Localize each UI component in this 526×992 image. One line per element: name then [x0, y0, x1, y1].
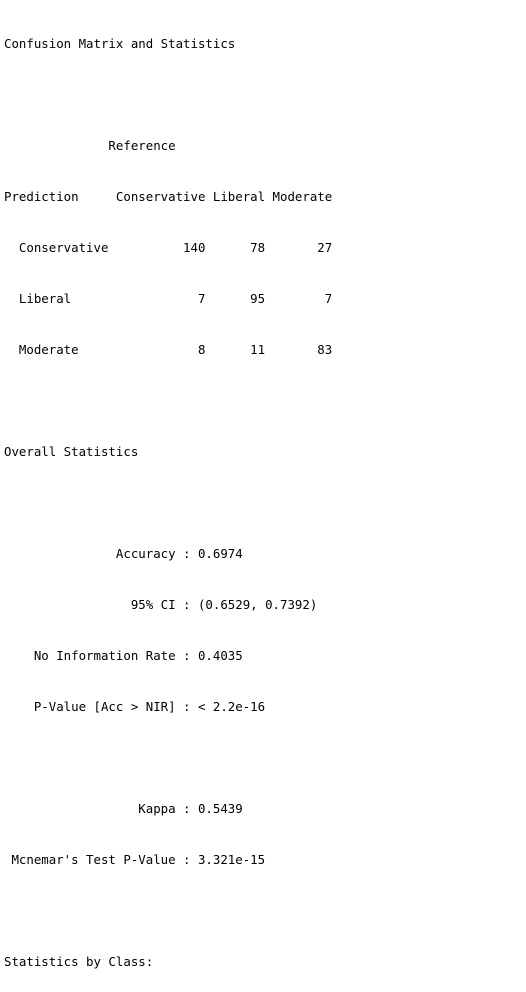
- accuracy-line: Accuracy : 0.6974: [4, 546, 243, 561]
- console-output: Confusion Matrix and Statistics Referenc…: [4, 1, 526, 992]
- matrix-row-liberal: Liberal 7 95 7: [4, 291, 333, 306]
- mcnemar-line: Mcnemar's Test P-Value : 3.321e-15: [4, 852, 266, 867]
- matrix-row-conservative: Conservative 140 78 27: [4, 240, 333, 255]
- ci-line: 95% CI : (0.6529, 0.7392): [4, 597, 318, 612]
- class-statistics-heading: Statistics by Class:: [4, 954, 154, 969]
- kappa-line: Kappa : 0.5439: [4, 801, 243, 816]
- blank-line: [4, 749, 526, 766]
- blank-line: [4, 86, 526, 103]
- header-title: Confusion Matrix and Statistics: [4, 36, 236, 51]
- pvalue-line: P-Value [Acc > NIR] : < 2.2e-16: [4, 699, 266, 714]
- matrix-column-header: Prediction Conservative Liberal Moderate: [4, 189, 333, 204]
- blank-line: [4, 902, 526, 919]
- overall-statistics-heading: Overall Statistics: [4, 444, 139, 459]
- blank-line: [4, 392, 526, 409]
- matrix-row-moderate: Moderate 8 11 83: [4, 342, 333, 357]
- matrix-reference-header: Reference: [4, 138, 176, 153]
- nir-line: No Information Rate : 0.4035: [4, 648, 243, 663]
- blank-line: [4, 494, 526, 511]
